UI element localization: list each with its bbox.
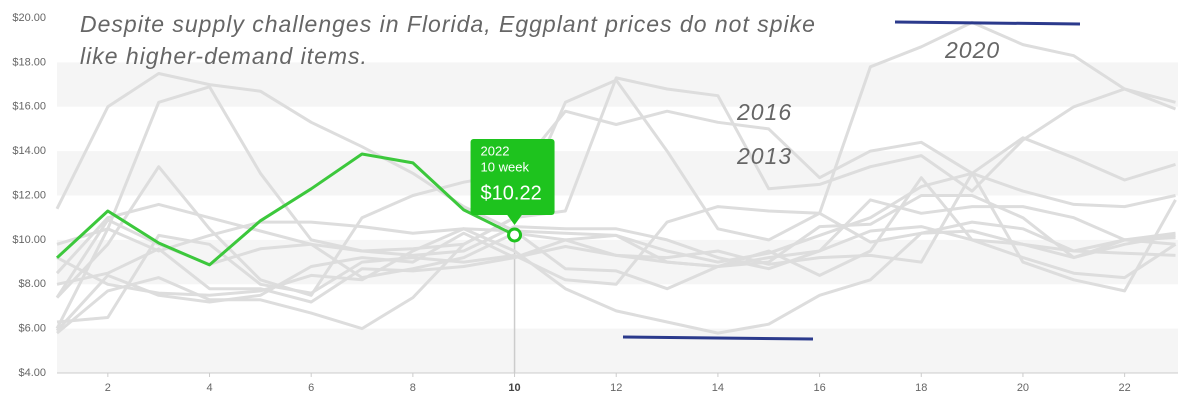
chart-title: Despite supply challenges in Florida, Eg… bbox=[80, 11, 816, 69]
y-tick-label: $6.00 bbox=[18, 323, 46, 335]
y-tick-label: $10.00 bbox=[12, 234, 46, 246]
series-line bbox=[56, 227, 1176, 335]
x-tick-label: 4 bbox=[206, 382, 212, 394]
x-tick-label: 20 bbox=[1017, 382, 1029, 394]
x-tick-label: 8 bbox=[410, 382, 416, 394]
y-tick-label: $16.00 bbox=[12, 101, 46, 113]
x-tick-label: 2 bbox=[105, 382, 111, 394]
y-tick-label: $12.00 bbox=[12, 189, 46, 201]
y-tick-label: $4.00 bbox=[18, 367, 46, 379]
x-tick-label: 10 bbox=[508, 382, 520, 394]
grid-band bbox=[57, 328, 1178, 373]
tooltip-label: 10 week bbox=[481, 159, 530, 174]
y-tick-label: $8.00 bbox=[18, 278, 46, 290]
tooltip-pointer bbox=[506, 213, 523, 225]
y-tick-label: $18.00 bbox=[12, 56, 46, 68]
tooltip-value: $10.22 bbox=[481, 182, 542, 204]
annotation-underline bbox=[622, 335, 814, 341]
series-line bbox=[55, 109, 1176, 299]
y-tick-label: $14.00 bbox=[12, 145, 46, 157]
annotation: 2016 bbox=[736, 99, 792, 125]
series-line bbox=[55, 171, 1177, 299]
x-tick-label: 22 bbox=[1118, 382, 1130, 394]
y-tick-label: $20.00 bbox=[12, 12, 46, 24]
series-line bbox=[56, 205, 1176, 324]
grid-band bbox=[57, 151, 1178, 196]
point-marker bbox=[507, 227, 523, 243]
annotation-underline bbox=[894, 20, 1081, 26]
x-tick-label: 18 bbox=[915, 382, 927, 394]
x-tick-label: 14 bbox=[712, 382, 724, 394]
x-tick-label: 16 bbox=[813, 382, 825, 394]
tooltip-series: 2022 bbox=[481, 143, 510, 158]
tooltip-box bbox=[470, 138, 555, 215]
series-line bbox=[56, 76, 1176, 335]
grid-band bbox=[57, 62, 1178, 107]
series-line bbox=[56, 176, 1176, 291]
x-tick-label: 6 bbox=[308, 382, 314, 394]
series-line bbox=[55, 152, 516, 267]
annotation: 2013 bbox=[736, 143, 792, 169]
annotation: 2020 bbox=[944, 37, 1000, 63]
x-tick-label: 12 bbox=[610, 382, 622, 394]
